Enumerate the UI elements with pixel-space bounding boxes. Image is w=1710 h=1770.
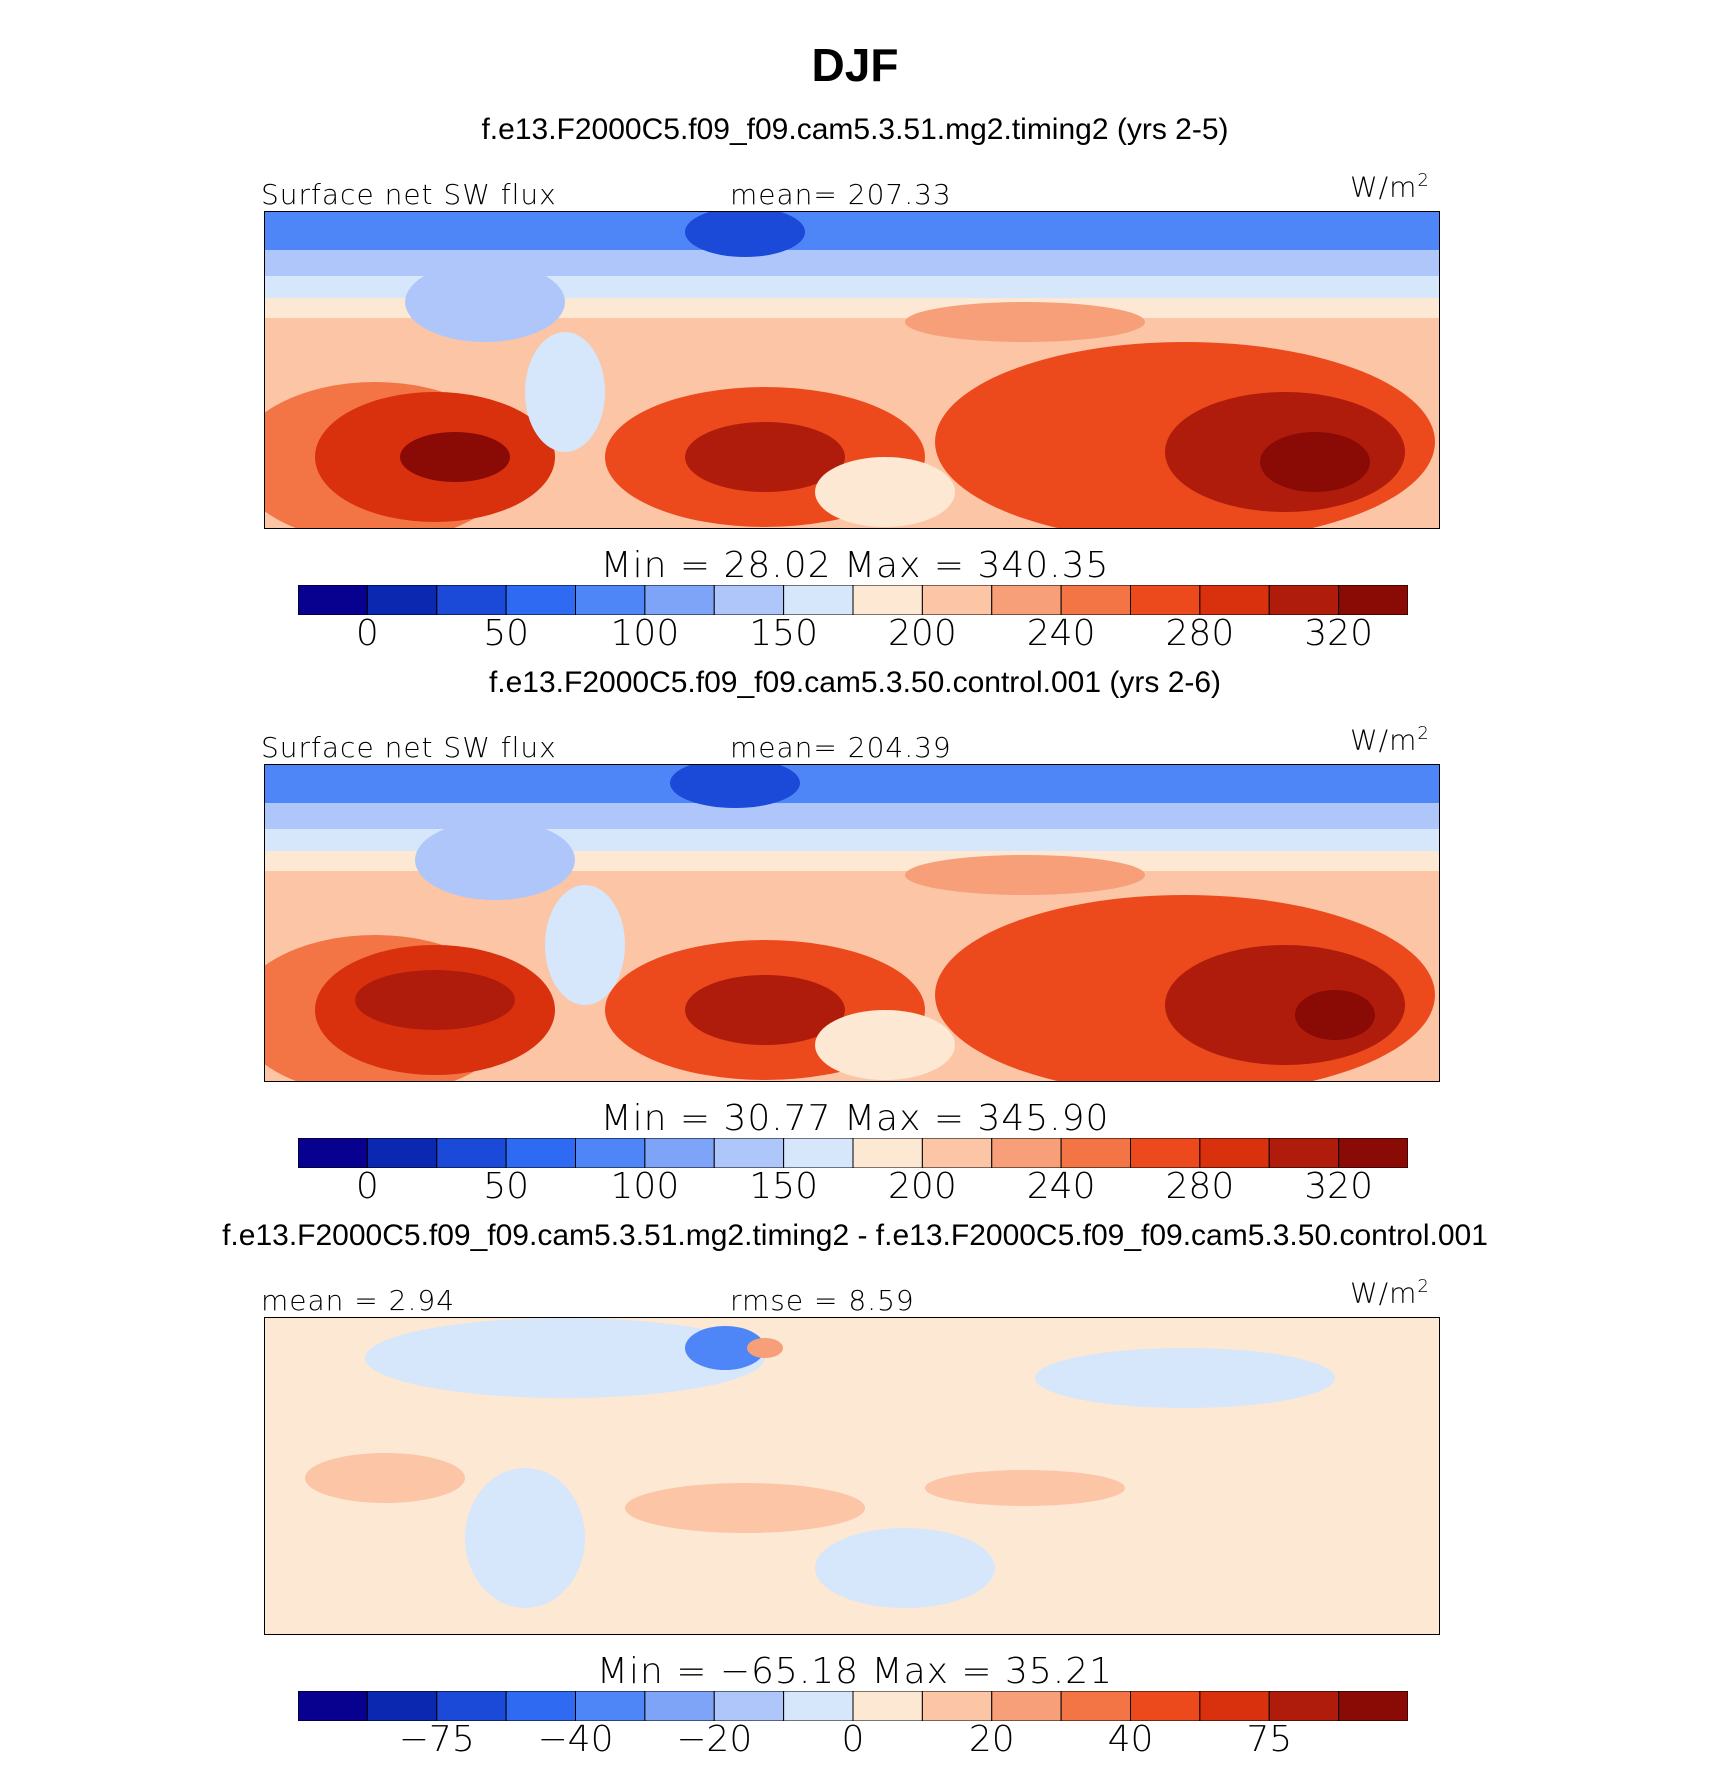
panel-1-variable-label: Surface net SW flux [261, 178, 557, 211]
colorbar-swatch [1130, 585, 1201, 615]
colorbar-tick-label: 40 [1107, 1719, 1154, 1760]
panel-2-unit-label: W/m2 [1350, 723, 1430, 757]
panel-3-colorbar [298, 1691, 1408, 1721]
panel-2-variable-label: Surface net SW flux [261, 731, 557, 764]
colorbar-tick-label: 20 [968, 1719, 1015, 1760]
colorbar-swatch [505, 1138, 576, 1168]
panel-1-map [264, 211, 1440, 529]
panel-1-colorbar-ticks: 0 50 100 150 200 240 280 320 [298, 613, 1408, 654]
panel-2-colorbar-ticks: 0 50 100 150 200 240 280 320 [298, 1166, 1408, 1207]
colorbar-tick-label: 50 [483, 613, 530, 654]
panel-3-contour-field [265, 1318, 1439, 1634]
panel-3-subtitle: f.e13.F2000C5.f09_f09.cam5.3.51.mg2.timi… [222, 1219, 1488, 1252]
colorbar-tick-label: 280 [1165, 613, 1235, 654]
colorbar-swatch [713, 585, 785, 615]
colorbar-tick-label: 75 [1246, 1719, 1293, 1760]
panel-1-mean-label: mean= 207.33 [730, 178, 952, 211]
colorbar-swatch [436, 1691, 507, 1721]
colorbar-tick-label: 320 [1304, 1166, 1373, 1207]
page-title: DJF [811, 39, 899, 91]
colorbar-tick-label: 200 [888, 1166, 957, 1207]
panel-3-minmax-label: Min = −65.18 Max = 35.21 [596, 1651, 1114, 1692]
colorbar-tick-label: 240 [1026, 1166, 1096, 1207]
colorbar-swatch [1268, 1691, 1340, 1721]
colorbar-tick-label: 320 [1304, 613, 1373, 654]
panel-3-colorbar-ticks: −75 −40 −20 0 20 40 75 [298, 1719, 1408, 1760]
colorbar-tick-label: 100 [610, 613, 680, 654]
colorbar-swatch [298, 585, 368, 615]
colorbar-swatch [575, 1138, 646, 1168]
panel-1-contour-field [265, 212, 1439, 528]
colorbar-swatch [713, 1691, 785, 1721]
colorbar-swatch [991, 585, 1062, 615]
colorbar-swatch [1199, 585, 1270, 615]
colorbar-swatch [783, 1138, 854, 1168]
colorbar-swatch [1199, 1138, 1270, 1168]
colorbar-swatch [921, 585, 993, 615]
colorbar-swatch [991, 1138, 1062, 1168]
panel-1-subtitle: f.e13.F2000C5.f09_f09.cam5.3.51.mg2.timi… [481, 113, 1229, 146]
colorbar-swatch [783, 585, 854, 615]
colorbar-swatch [852, 1691, 923, 1721]
colorbar-swatch [1268, 585, 1340, 615]
colorbar-swatch [575, 1691, 646, 1721]
colorbar-swatch [713, 1138, 785, 1168]
colorbar-tick-label: −20 [676, 1719, 753, 1760]
panel-1-colorbar [298, 585, 1408, 615]
panel-2-mean-label: mean= 204.39 [730, 731, 952, 764]
colorbar-swatch [366, 585, 438, 615]
panel-2-subtitle: f.e13.F2000C5.f09_f09.cam5.3.50.control.… [488, 666, 1222, 699]
colorbar-tick-label: 0 [355, 1166, 379, 1207]
colorbar-swatch [1199, 1691, 1270, 1721]
colorbar-swatch [852, 1138, 923, 1168]
colorbar-swatch [1338, 1691, 1408, 1721]
panel-3-map [264, 1317, 1440, 1635]
colorbar-swatch [436, 1138, 507, 1168]
panel-3-rmse-label: rmse = 8.59 [730, 1284, 915, 1317]
colorbar-tick-label: −75 [398, 1719, 475, 1760]
colorbar-tick-label: 50 [483, 1166, 530, 1207]
colorbar-swatch [644, 585, 715, 615]
colorbar-swatch [298, 1138, 368, 1168]
colorbar-swatch [436, 585, 507, 615]
colorbar-swatch [991, 1691, 1062, 1721]
colorbar-tick-label: 150 [749, 613, 818, 654]
colorbar-swatch [575, 585, 646, 615]
colorbar-swatch [921, 1691, 993, 1721]
panel-2-minmax-label: Min = 30.77 Max = 345.90 [600, 1098, 1110, 1139]
colorbar-tick-label: −40 [537, 1719, 614, 1760]
panel-2-map [264, 764, 1440, 1082]
colorbar-swatch [505, 585, 576, 615]
panel-2-contour-field [265, 765, 1439, 1081]
colorbar-tick-label: 0 [841, 1719, 865, 1760]
panel-3-unit-label: W/m2 [1350, 1276, 1430, 1310]
colorbar-swatch [366, 1691, 438, 1721]
colorbar-swatch [1060, 1138, 1131, 1168]
colorbar-swatch [921, 1138, 993, 1168]
colorbar-swatch [783, 1691, 854, 1721]
colorbar-swatch [644, 1691, 715, 1721]
panel-3-mean-label: mean = 2.94 [261, 1284, 456, 1317]
colorbar-tick-label: 100 [610, 1166, 680, 1207]
colorbar-swatch [366, 1138, 438, 1168]
panel-1-unit-label: W/m2 [1350, 170, 1430, 204]
colorbar-swatch [1268, 1138, 1340, 1168]
colorbar-tick-label: 240 [1026, 613, 1096, 654]
colorbar-swatch [852, 585, 923, 615]
colorbar-tick-label: 200 [888, 613, 957, 654]
colorbar-swatch [1338, 1138, 1408, 1168]
colorbar-swatch [1130, 1691, 1201, 1721]
colorbar-swatch [1338, 585, 1408, 615]
colorbar-swatch [644, 1138, 715, 1168]
panel-2-colorbar [298, 1138, 1408, 1168]
colorbar-tick-label: 280 [1165, 1166, 1235, 1207]
colorbar-tick-label: 150 [749, 1166, 818, 1207]
colorbar-swatch [505, 1691, 576, 1721]
colorbar-tick-label: 0 [355, 613, 379, 654]
colorbar-swatch [1060, 585, 1131, 615]
colorbar-swatch [1060, 1691, 1131, 1721]
colorbar-swatch [1130, 1138, 1201, 1168]
panel-1-minmax-label: Min = 28.02 Max = 340.35 [600, 545, 1110, 586]
colorbar-swatch [298, 1691, 368, 1721]
